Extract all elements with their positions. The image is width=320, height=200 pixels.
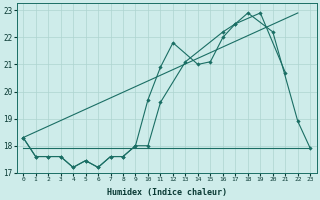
X-axis label: Humidex (Indice chaleur): Humidex (Indice chaleur) [107, 188, 227, 197]
